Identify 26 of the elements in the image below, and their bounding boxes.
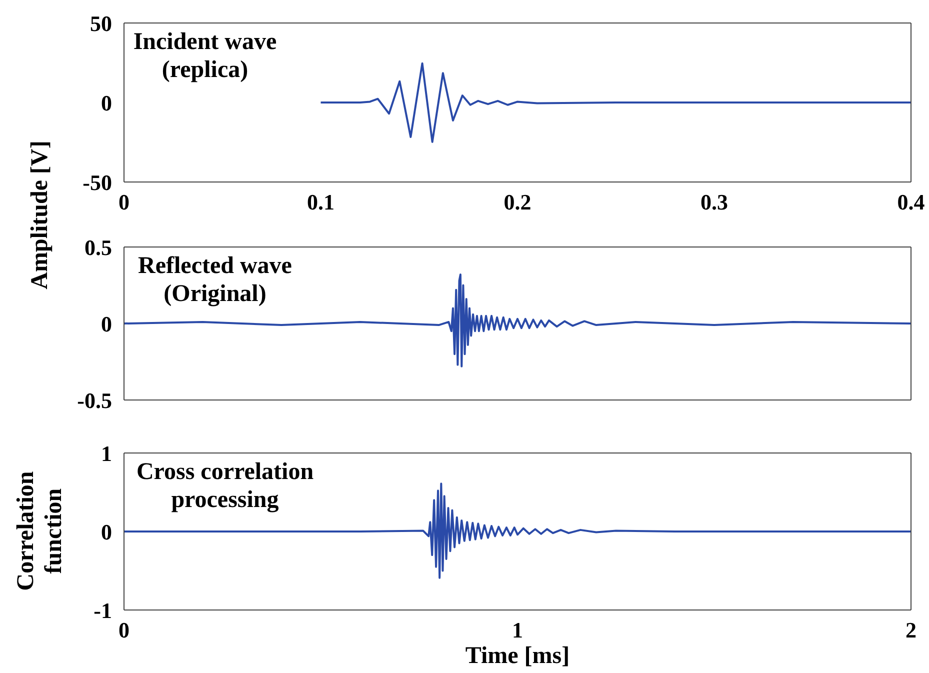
y-tick-label: 50	[90, 10, 112, 36]
x-tick-label: 0.3	[700, 190, 728, 215]
annotation: Reflected wave (Original)	[137, 252, 293, 308]
y-tick-label: -0.5	[77, 388, 112, 413]
y-tick-label: 1	[101, 440, 112, 466]
y-tick-label: -1	[94, 598, 112, 623]
y-tick-label: 0	[101, 311, 112, 336]
line-series	[124, 482, 911, 579]
x-tick-label: 0.1	[307, 190, 334, 215]
x-tick-label: 0.4	[897, 190, 925, 215]
annotation: Incident wave (replica)	[132, 28, 278, 84]
line-series	[124, 274, 911, 368]
y-tick-label: 0.5	[84, 234, 112, 260]
line-series	[320, 62, 911, 143]
y-tick-label: 0	[101, 90, 112, 116]
y-tick-label: -50	[82, 170, 112, 195]
x-axis-title: Time [ms]	[465, 643, 570, 669]
x-tick-label: 0	[118, 190, 130, 215]
x-tick-label: 2	[906, 618, 916, 643]
y-axis-title: Correlation function	[12, 470, 68, 593]
y-axis-title: Amplitude [V]	[26, 140, 54, 290]
y-tick-label: 0	[101, 519, 112, 544]
x-tick-label: 0	[118, 618, 130, 643]
x-tick-label: 0.2	[504, 190, 532, 215]
x-tick-label: 1	[512, 618, 523, 643]
annotation: Cross correlation processing	[135, 458, 315, 514]
